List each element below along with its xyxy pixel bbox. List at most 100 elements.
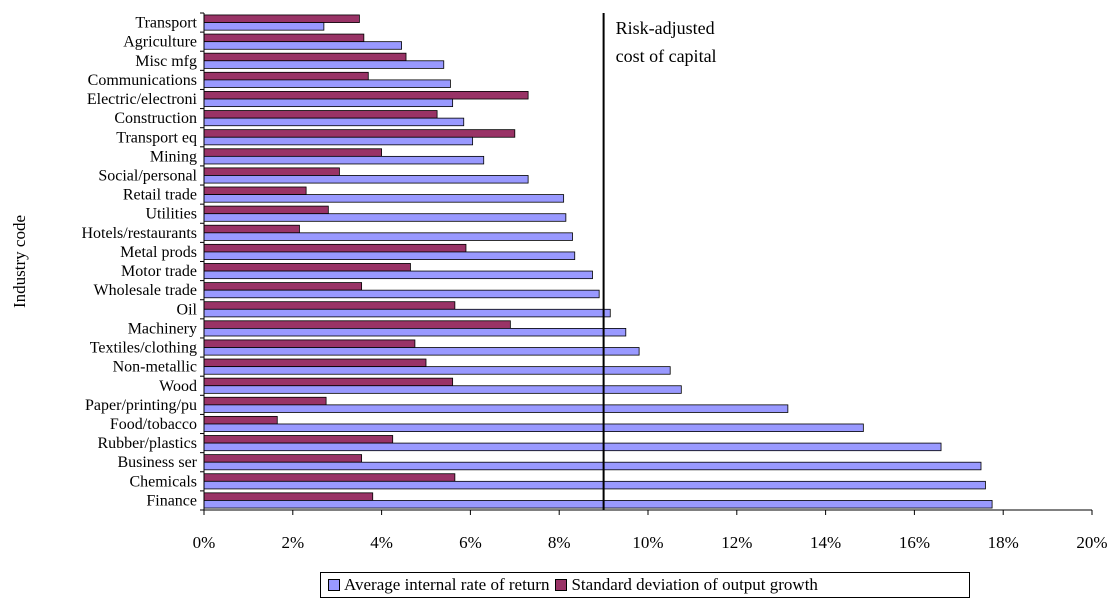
category-label-oil: Oil — [177, 301, 198, 318]
irr-bar-electric-electroni — [203, 98, 454, 108]
irr-bar-food-tobacco — [203, 423, 864, 432]
sd-bar-misc-mfg — [203, 52, 407, 62]
irr-bar-machinery — [203, 328, 627, 337]
x-tick-label: 4% — [370, 533, 393, 552]
x-tick-label: 20% — [1076, 533, 1107, 552]
category-label-food-tobacco: Food/tobacco — [110, 416, 197, 433]
legend-item-irr: Average internal rate of return — [328, 575, 549, 595]
irr-bar-finance — [203, 500, 993, 509]
x-tick-label: 0% — [193, 533, 216, 552]
legend-label-irr: Average internal rate of return — [344, 575, 550, 594]
legend-label-sd: Standard deviation of output growth — [571, 575, 818, 594]
irr-bar-utilities — [203, 213, 567, 222]
bars-group — [203, 14, 993, 509]
y-axis-title: Industry code — [10, 215, 29, 308]
irr-bar-business-ser — [203, 461, 982, 471]
x-tick-label: 12% — [721, 533, 752, 552]
category-label-utilities: Utilities — [145, 206, 197, 223]
irr-bar-agriculture — [203, 41, 402, 50]
category-label-transport: Transport — [135, 15, 197, 32]
irr-bar-chemicals — [203, 480, 986, 490]
category-label-construction: Construction — [114, 110, 197, 127]
sd-bar-chemicals — [203, 473, 456, 482]
category-label-non-metallic: Non-metallic — [113, 359, 197, 376]
irr-bar-metal-prods — [203, 251, 576, 260]
sd-bar-motor-trade — [203, 263, 411, 272]
sd-bar-food-tobacco — [203, 415, 278, 425]
sd-bar-hotels-restaurants — [203, 224, 300, 234]
category-label-business-ser: Business ser — [117, 454, 197, 471]
x-tick-label: 10% — [632, 533, 663, 552]
sd-bar-machinery — [203, 320, 511, 329]
annotation-line-2: cost of capital — [616, 46, 717, 66]
category-label-electric-electroni: Electric/electroni — [87, 91, 198, 108]
sd-bar-non-metallic — [203, 358, 427, 368]
sd-bar-wholesale-trade — [203, 282, 363, 291]
sd-bar-communications — [203, 71, 369, 81]
bar-chart: Transport Agriculture Misc mfg Communicatio… — [10, 12, 1108, 552]
irr-bar-paper-printing-pu — [203, 404, 789, 413]
category-label-wood: Wood — [159, 378, 197, 395]
sd-bar-transport-eq — [203, 129, 516, 138]
category-label-hotels-restaurants: Hotels/restaurants — [81, 225, 197, 242]
category-label-motor-trade: Motor trade — [121, 263, 197, 280]
x-tick-label: 18% — [988, 533, 1019, 552]
sd-bar-utilities — [203, 205, 329, 215]
irr-bar-rubber-plastics — [203, 442, 942, 452]
category-label-agriculture: Agriculture — [123, 34, 197, 51]
sd-bar-mining — [203, 148, 383, 157]
irr-bar-hotels-restaurants — [203, 232, 573, 241]
category-label-communications: Communications — [88, 72, 197, 89]
category-label-rubber-plastics: Rubber/plastics — [97, 435, 197, 452]
x-tick-label: 14% — [810, 533, 841, 552]
sd-bar-oil — [203, 301, 456, 310]
sd-bar-transport — [203, 14, 360, 23]
irr-bar-oil — [203, 308, 611, 318]
irr-bar-transport — [203, 22, 325, 31]
irr-bar-transport-eq — [203, 136, 474, 146]
legend: Average internal rate of return Standard… — [320, 572, 970, 598]
category-label-metal-prods: Metal prods — [120, 244, 197, 261]
category-label-paper-printing-pu: Paper/printing/pu — [85, 397, 197, 414]
category-label-retail-trade: Retail trade — [123, 187, 197, 204]
category-label-machinery: Machinery — [128, 320, 197, 337]
category-label-mining: Mining — [150, 148, 197, 165]
x-tick-label: 8% — [548, 533, 571, 552]
category-label-textiles-clothing: Textiles/clothing — [90, 340, 197, 357]
category-label-wholesale-trade: Wholesale trade — [94, 282, 198, 299]
sd-bar-electric-electroni — [203, 91, 529, 100]
sd-bar-social-personal — [203, 167, 340, 176]
irr-bar-communications — [203, 79, 451, 88]
irr-bar-mining — [203, 155, 485, 165]
annotation-line-1: Risk-adjusted — [616, 18, 715, 38]
sd-bar-metal-prods — [203, 243, 467, 253]
sd-bar-retail-trade — [203, 186, 307, 195]
irr-bar-construction — [203, 117, 465, 127]
irr-bar-textiles-clothing — [203, 347, 640, 356]
irr-bar-wood — [203, 385, 682, 394]
irr-bar-wholesale-trade — [203, 289, 600, 299]
category-label-chemicals: Chemicals — [129, 473, 197, 490]
sd-bar-wood — [203, 377, 454, 387]
sd-bar-rubber-plastics — [203, 435, 394, 444]
legend-item-sd: Standard deviation of output growth — [555, 575, 818, 595]
x-tick-label: 6% — [459, 533, 482, 552]
sd-bar-textiles-clothing — [203, 339, 416, 348]
sd-bar-business-ser — [203, 454, 363, 463]
category-label-finance: Finance — [146, 492, 197, 509]
irr-bar-motor-trade — [203, 270, 593, 280]
irr-bar-non-metallic — [203, 366, 671, 375]
x-axis-ticks: 0% 2% 4% 6% 8% 10% 12% 14% 16% 18% 20% — [193, 510, 1108, 552]
category-labels: Transport Agriculture Misc mfg Communicatio… — [81, 12, 204, 511]
x-tick-label: 2% — [281, 533, 304, 552]
x-tick-label: 16% — [899, 533, 930, 552]
category-label-transport-eq: Transport eq — [116, 129, 197, 146]
irr-bar-misc-mfg — [203, 60, 445, 69]
sd-bar-agriculture — [203, 33, 365, 43]
sd-bar-paper-printing-pu — [203, 396, 327, 406]
irr-bar-retail-trade — [203, 194, 565, 203]
category-label-misc-mfg: Misc mfg — [135, 53, 197, 70]
sd-bar-finance — [203, 492, 374, 501]
sd-bar-construction — [203, 110, 438, 119]
legend-swatch-sd — [555, 579, 568, 591]
